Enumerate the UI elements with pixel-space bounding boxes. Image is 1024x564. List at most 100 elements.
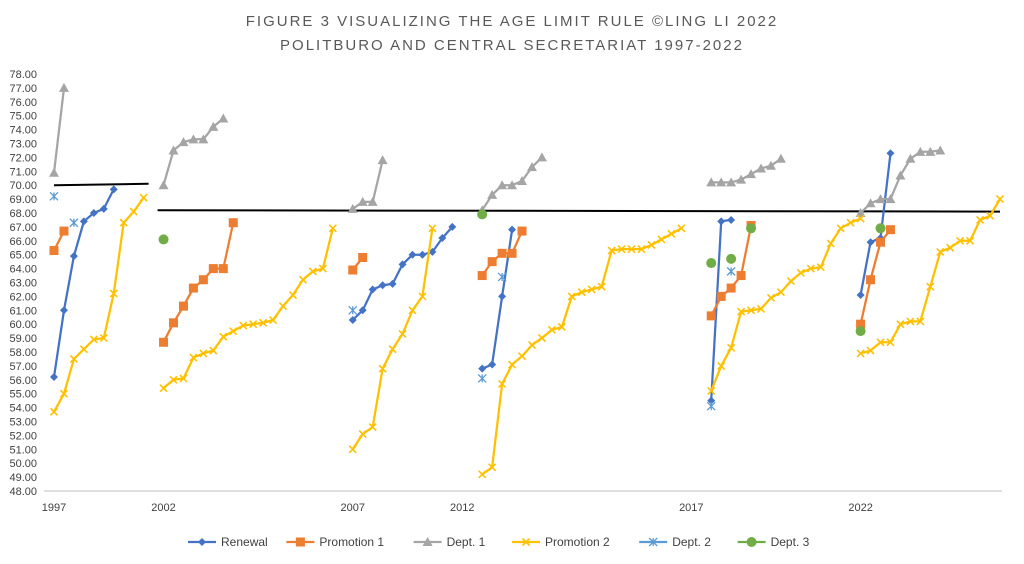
data-point (478, 470, 487, 479)
data-point (765, 160, 776, 170)
data-point (477, 373, 487, 383)
chart-title-line-2: POLITBURO AND CENTRAL SECRETARIAT 1997-2… (280, 37, 744, 54)
data-point (418, 292, 427, 301)
data-point (388, 345, 397, 354)
data-point (906, 317, 915, 326)
data-point (269, 315, 278, 325)
y-tick-label: 56.00 (9, 375, 37, 387)
legend-label: Dept. 3 (771, 535, 810, 549)
data-point (856, 319, 866, 329)
data-point (428, 247, 437, 256)
data-point (239, 321, 248, 330)
data-point (109, 289, 118, 298)
age-limit-line (53, 182, 149, 187)
data-point (706, 311, 716, 321)
data-point (597, 282, 606, 291)
x-tick-label: 1997 (42, 502, 66, 514)
data-point (368, 422, 377, 432)
data-point (129, 207, 138, 216)
x-tick-label: 2012 (450, 502, 474, 514)
data-point (59, 389, 69, 398)
data-point (487, 189, 498, 199)
reference-lines (53, 182, 1001, 213)
data-point (796, 268, 805, 277)
data-point (836, 224, 845, 233)
y-tick-label: 59.00 (9, 333, 37, 345)
data-point (995, 195, 1005, 204)
data-point (208, 264, 218, 274)
data-point (776, 288, 785, 297)
data-point (477, 209, 488, 220)
data-point (198, 275, 208, 285)
data-point (806, 264, 815, 273)
y-tick-label: 72.00 (9, 152, 37, 164)
data-point (885, 225, 895, 235)
x-tick-label: 2022 (848, 502, 872, 514)
data-point (536, 152, 547, 162)
data-point (498, 379, 507, 389)
data-point (846, 218, 855, 227)
data-point (617, 245, 626, 254)
data-point (367, 196, 378, 206)
legend-label: Dept. 1 (447, 535, 486, 549)
data-point (966, 236, 975, 245)
x-tick-label: 2007 (340, 502, 364, 514)
data-point (348, 265, 358, 275)
data-point (756, 163, 767, 173)
legend: Renewal Promotion 1 Dept. 1 Promotion 2 Dept… (188, 535, 810, 549)
y-tick-label: 75.00 (9, 111, 37, 123)
data-point (865, 198, 876, 208)
data-point (875, 223, 886, 234)
data-point (607, 246, 616, 255)
y-tick-label: 76.00 (9, 97, 37, 109)
data-point (218, 264, 228, 274)
data-point (109, 185, 118, 194)
data-point (926, 282, 935, 291)
series-line (352, 159, 384, 210)
series-promotion-2 (49, 193, 1005, 479)
series-line (710, 217, 862, 392)
data-point (178, 301, 188, 311)
data-point (706, 177, 717, 187)
data-point (478, 364, 487, 373)
data-point (448, 222, 457, 231)
data-point (985, 211, 995, 220)
data-point (198, 134, 209, 144)
y-tick-label: 68.00 (9, 208, 37, 220)
data-point (218, 113, 229, 123)
data-point (358, 252, 368, 262)
data-point (667, 229, 676, 238)
y-tick-label: 62.00 (9, 291, 37, 303)
data-point (49, 407, 59, 416)
data-point (587, 285, 596, 294)
data-point (358, 429, 367, 439)
data-point (498, 292, 507, 301)
y-tick-label: 60.00 (9, 319, 37, 331)
data-point (866, 238, 875, 247)
data-point (946, 243, 955, 252)
data-point (497, 272, 507, 282)
y-tick-label: 74.00 (9, 125, 37, 137)
series-dept-3 (158, 209, 886, 337)
age-limit-line (157, 209, 1001, 213)
data-point (497, 180, 508, 190)
x-tick-label: 2002 (151, 502, 175, 514)
data-point (168, 145, 179, 155)
data-point (707, 396, 716, 405)
data-point (388, 279, 397, 288)
data-point (706, 258, 717, 269)
data-point (557, 322, 566, 332)
data-point (657, 235, 666, 244)
data-point (358, 306, 367, 315)
data-point (159, 384, 168, 393)
data-point (408, 306, 417, 315)
data-point (627, 245, 636, 254)
data-point (706, 401, 716, 411)
data-point (855, 208, 866, 217)
data-point (717, 361, 726, 370)
data-point (727, 215, 736, 224)
series (49, 82, 1005, 479)
data-point (876, 338, 885, 347)
data-point (168, 318, 178, 328)
legend-item: Promotion 2 (512, 535, 610, 549)
